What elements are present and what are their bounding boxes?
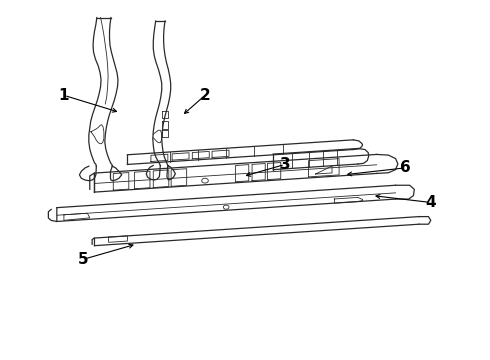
Text: 1: 1: [59, 88, 69, 103]
Text: 4: 4: [425, 195, 436, 210]
Text: 3: 3: [280, 157, 290, 172]
Text: 6: 6: [399, 161, 410, 175]
Text: 2: 2: [199, 88, 210, 103]
Text: 5: 5: [77, 252, 88, 267]
